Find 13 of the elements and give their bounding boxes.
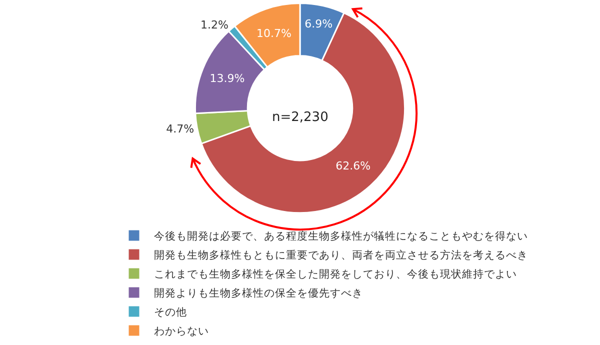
legend-label: わからない	[154, 326, 209, 338]
text: n=2,230	[272, 110, 328, 125]
legend-label: 開発よりも生物多様性の保全を優先すべき	[154, 286, 363, 300]
data-label: 62.6%	[336, 160, 371, 173]
data-label: 1.2%	[200, 18, 228, 32]
legend-label: 開発も生物多様性もともに重要であり、両者を両立させる方法を考えるべき	[154, 248, 528, 262]
legend-label: これまでも生物多様性を保全した開発をしており、今後も現状維持でよい	[154, 268, 517, 281]
data-label: 10.7%	[256, 27, 292, 40]
legend-label: その他	[154, 306, 187, 319]
data-label: 13.9%	[210, 72, 245, 85]
data-label: 4.7%	[166, 122, 194, 136]
data-label: 6.9%	[304, 17, 333, 30]
legend-label: 今後も開発は必要で、ある程度生物多様性が犠牲になることもやむを得ない	[154, 230, 528, 243]
